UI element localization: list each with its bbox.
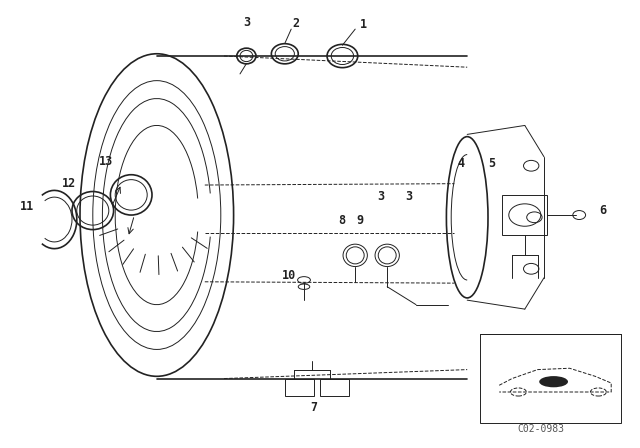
Text: 3: 3 (404, 190, 412, 203)
Bar (502, 195, 547, 235)
Bar (480, 334, 621, 423)
Text: 7: 7 (310, 401, 317, 414)
Text: C02-0983: C02-0983 (517, 424, 564, 434)
Text: 5: 5 (488, 157, 495, 170)
Text: 2: 2 (292, 17, 300, 30)
Text: 1: 1 (360, 18, 367, 31)
Text: 13: 13 (99, 155, 113, 168)
Text: 12: 12 (62, 177, 76, 190)
Text: 3: 3 (377, 190, 385, 203)
Text: 10: 10 (282, 269, 296, 282)
Bar (320, 379, 349, 396)
Text: 9: 9 (356, 214, 364, 227)
Text: 11: 11 (20, 199, 34, 213)
Text: 4: 4 (457, 157, 465, 170)
Text: 3: 3 (243, 16, 250, 29)
Bar (285, 379, 314, 396)
Text: 8: 8 (338, 214, 346, 227)
Ellipse shape (540, 376, 568, 387)
Text: 6: 6 (599, 204, 607, 217)
